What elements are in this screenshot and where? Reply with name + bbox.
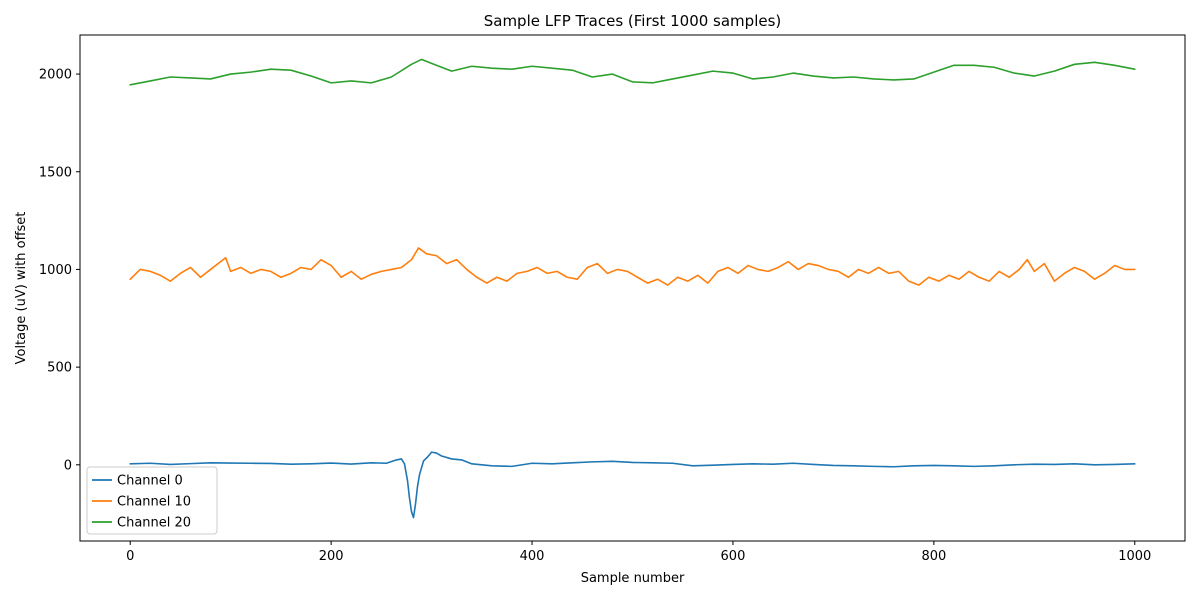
legend-label: Channel 10 <box>117 495 191 510</box>
x-axis-label: Sample number <box>581 571 685 586</box>
x-tick-label: 600 <box>721 549 746 564</box>
legend-box <box>86 466 218 535</box>
series-line-2 <box>129 58 1136 86</box>
y-tick-label: 2000 <box>39 68 72 83</box>
series-layer <box>129 58 1136 519</box>
x-tick-label: 1000 <box>1118 549 1151 564</box>
x-tick-label: 800 <box>921 549 946 564</box>
x-tick-label: 400 <box>520 549 545 564</box>
series-line-0 <box>129 451 1136 519</box>
y-axis-label: Voltage (uV) with offset <box>14 212 29 365</box>
y-tick-label: 1000 <box>39 263 72 278</box>
x-tick-label: 0 <box>126 549 134 564</box>
y-tick-label: 0 <box>64 458 72 473</box>
legend-label: Channel 0 <box>117 474 183 489</box>
legend: Channel 0 Channel 10 Channel 20 <box>86 466 218 535</box>
chart-title: Sample LFP Traces (First 1000 samples) <box>484 12 782 30</box>
axes-frame <box>79 34 1186 542</box>
x-tick-label: 200 <box>319 549 344 564</box>
plot-area <box>79 34 1186 542</box>
y-tick-label: 500 <box>47 361 72 376</box>
series-line-1 <box>129 247 1136 286</box>
y-axis-ticks: 0 500 1000 1500 2000 <box>39 68 80 473</box>
y-tick-label: 1500 <box>39 165 72 180</box>
legend-label: Channel 20 <box>117 516 191 531</box>
x-axis-ticks: 0 200 400 600 800 1000 <box>126 541 1151 564</box>
